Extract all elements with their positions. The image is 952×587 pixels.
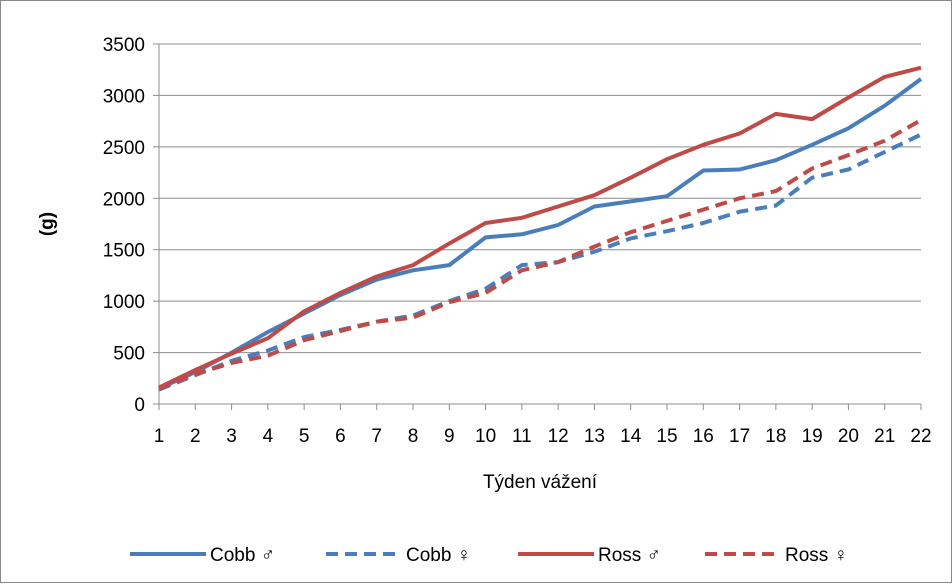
x-tick-label: 7 [371, 426, 382, 447]
x-tick-label: 6 [335, 426, 346, 447]
legend-label: Ross ♂ [598, 545, 661, 566]
series-line-3 [158, 118, 922, 391]
y-tick-label: 3500 [103, 35, 145, 56]
x-tick-label: 3 [226, 426, 237, 447]
gridlines [159, 43, 921, 354]
legend-label: Cobb ♂ [210, 545, 275, 566]
y-tick-label: 1500 [103, 241, 145, 262]
x-tick-label: 2 [190, 426, 201, 447]
legend-label: Cobb ♀ [406, 545, 471, 566]
x-tick-label: 19 [802, 426, 823, 447]
x-axis-title: Týden vážení [483, 472, 598, 493]
x-tick-label: 20 [838, 426, 859, 447]
y-tick-label: 3000 [103, 86, 145, 107]
x-tick-label: 13 [584, 426, 605, 447]
x-tick-label: 5 [299, 426, 310, 447]
axes [153, 43, 922, 410]
x-tick-label: 12 [548, 426, 569, 447]
x-tick-label: 22 [910, 426, 931, 447]
y-tick-label: 0 [134, 395, 145, 416]
x-tick-label: 15 [656, 426, 677, 447]
x-tick-label: 18 [765, 426, 786, 447]
y-tick-label: 500 [113, 344, 145, 365]
x-tick-label: 21 [874, 426, 895, 447]
x-tick-label: 10 [475, 426, 496, 447]
y-tick-label: 2000 [103, 189, 145, 210]
x-tick-label: 16 [693, 426, 714, 447]
x-tick-label: 1 [154, 426, 165, 447]
series-line-1 [158, 132, 922, 392]
y-tick-labels: 0 500 1000 1500 2000 2500 3000 3500 [103, 35, 145, 416]
x-tick-label: 8 [408, 426, 419, 447]
series-line-0 [158, 77, 923, 391]
legend-label: Ross ♀ [785, 545, 848, 566]
y-tick-label: 1000 [103, 292, 145, 313]
x-tick-labels: 1 2 3 4 5 6 7 8 9 10 11 12 13 14 15 16 17 18 19 20 21 22 [154, 426, 932, 447]
x-tick-label: 11 [512, 426, 532, 447]
y-tick-label: 2500 [103, 138, 145, 159]
x-tick-label: 9 [444, 426, 455, 447]
x-tick-label: 4 [263, 426, 274, 447]
series-line-2 [158, 65, 922, 390]
legend: Cobb ♂ Cobb ♀ Ross ♂ Ross ♀ [130, 545, 848, 566]
x-tick-label: 17 [729, 426, 750, 447]
y-axis-title: (g) [37, 212, 58, 236]
series-lines [158, 65, 923, 392]
x-tick-label: 14 [620, 426, 642, 447]
